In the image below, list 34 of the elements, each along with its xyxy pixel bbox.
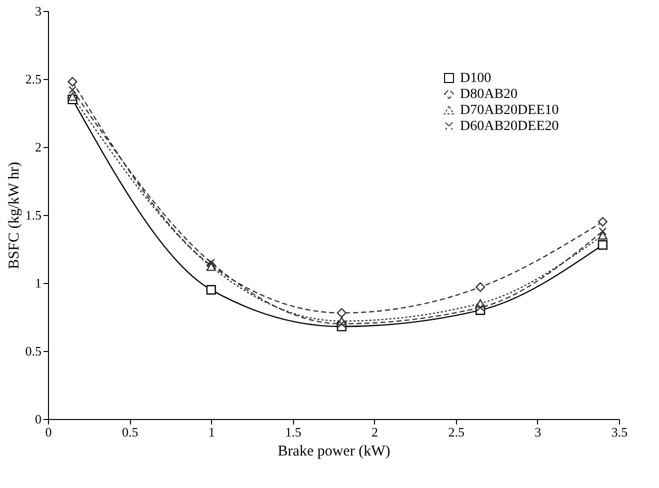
y-tick-label: 1 xyxy=(35,276,42,290)
y-tick-label: 1.5 xyxy=(25,208,42,222)
y-axis-title: BSFC (kg/kW hr) xyxy=(6,162,22,270)
x-tick-label: 3 xyxy=(534,424,542,440)
legend-label: D60AB20DEE20 xyxy=(460,119,559,134)
point xyxy=(338,320,346,328)
x-tick-label: 3.5 xyxy=(611,424,628,440)
point xyxy=(598,231,608,240)
x-tick-label: 1.5 xyxy=(285,424,302,440)
point xyxy=(476,304,484,312)
legend-label: D80AB20 xyxy=(460,87,518,102)
x-tick-label: 1 xyxy=(208,424,215,440)
x-tick-label: 2 xyxy=(372,424,378,440)
legend-label: D100 xyxy=(460,71,492,86)
x-tick-label: 0.5 xyxy=(122,424,138,440)
point xyxy=(206,285,216,295)
y-tick-label: 0.5 xyxy=(25,344,42,358)
y-tick-label: 2 xyxy=(35,140,42,154)
point xyxy=(598,217,608,227)
point xyxy=(336,308,346,318)
point xyxy=(68,86,76,94)
y-tick-label: 3 xyxy=(35,4,42,18)
x-tick-label: 0 xyxy=(45,424,52,440)
point xyxy=(598,240,608,250)
point xyxy=(598,227,607,236)
point xyxy=(476,282,486,292)
point xyxy=(207,258,216,267)
point xyxy=(68,92,78,101)
y-tick-label: 2.5 xyxy=(25,72,42,86)
y-tick-label: 0 xyxy=(35,412,42,426)
point xyxy=(68,76,78,87)
legend-label: D70AB20DEE10 xyxy=(460,103,559,118)
x-axis-title: Brake power (kW) xyxy=(278,444,390,460)
x-tick-label: 2.5 xyxy=(448,424,464,440)
